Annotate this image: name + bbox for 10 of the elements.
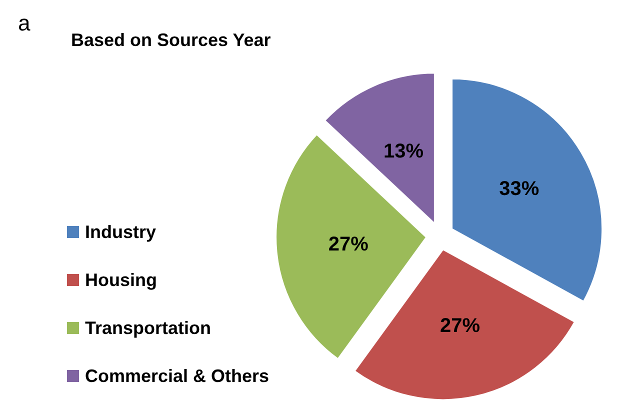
chart-title: Based on Sources Year [71,30,271,50]
data-label: 27% [328,234,369,256]
legend-label: Commercial & Others [85,366,270,386]
data-label: 13% [383,140,424,163]
data-label: 33% [499,178,540,200]
legend-label: Transportation [85,318,212,338]
legend-label: Industry [85,222,156,242]
data-label: 27% [440,314,480,337]
text: a [18,10,31,36]
legend-label: Housing [85,270,157,290]
